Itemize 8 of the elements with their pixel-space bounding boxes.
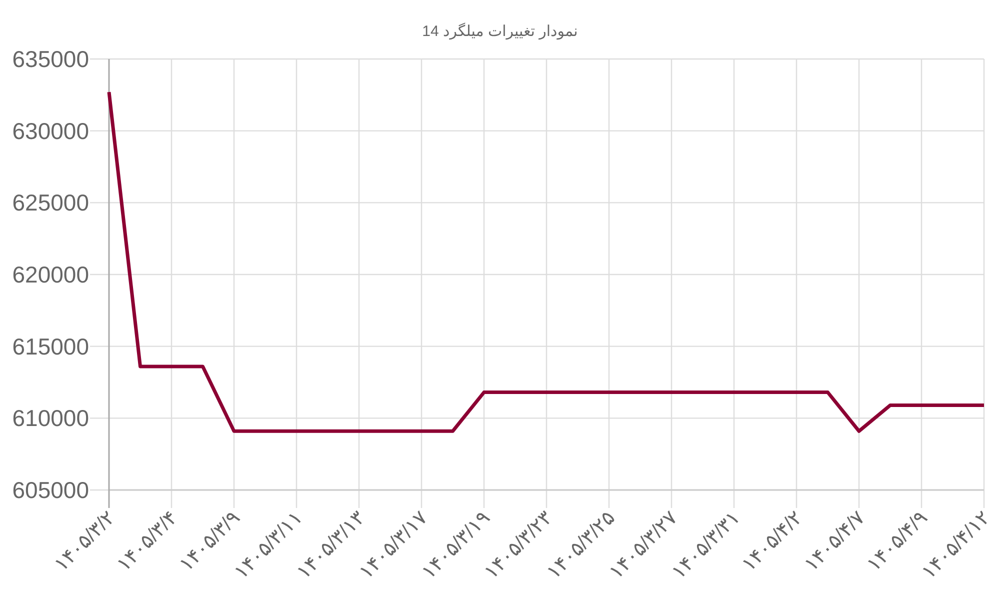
ytick-label: 615000 [12, 333, 89, 360]
ytick-label: 620000 [12, 262, 89, 288]
ytick-label: 625000 [12, 190, 89, 216]
ytick-label: 635000 [12, 46, 89, 72]
ytick-label: 610000 [12, 405, 89, 432]
title: نمودار تغییرات میلگرد 14 [422, 23, 578, 40]
ytick-label: 605000 [12, 477, 89, 503]
ytick-label: 630000 [12, 118, 89, 144]
